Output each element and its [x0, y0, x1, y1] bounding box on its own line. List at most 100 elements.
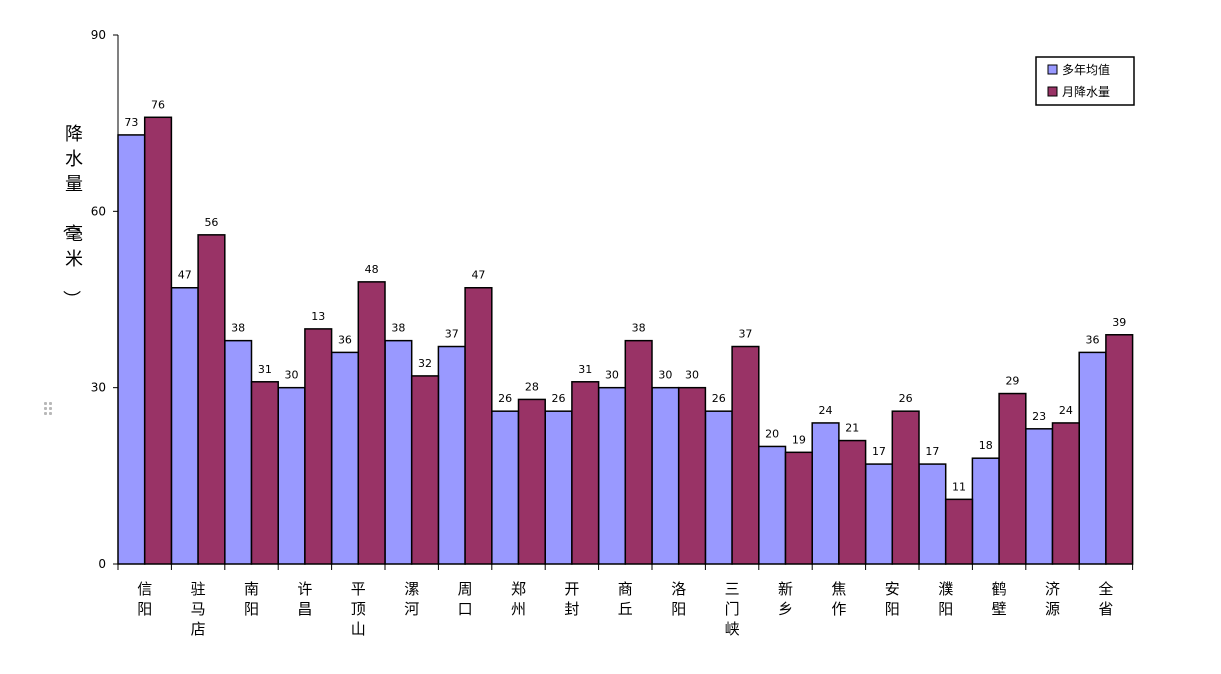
data-label: 31 — [578, 363, 592, 376]
bar-monthly — [998, 392, 1027, 565]
bar-average — [277, 386, 306, 565]
y-axis-title: 降水量（毫米） — [60, 124, 83, 308]
bar-average — [704, 410, 733, 565]
data-label: 24 — [819, 404, 833, 417]
data-label: 76 — [151, 98, 165, 111]
bar-average — [758, 445, 787, 565]
data-label: 26 — [498, 392, 512, 405]
bar-monthly — [677, 386, 707, 565]
y-tick-label: 90 — [91, 28, 106, 42]
legend-entry: 多年均值 — [1062, 62, 1110, 77]
data-label: 23 — [1032, 410, 1046, 423]
data-label: 18 — [979, 439, 993, 452]
data-label: 48 — [365, 263, 379, 276]
data-label: 21 — [845, 422, 859, 435]
bar-average — [330, 351, 360, 565]
data-label: 17 — [925, 445, 939, 458]
y-tick-label: 60 — [91, 204, 106, 218]
category-label: 济源 — [1045, 580, 1060, 618]
bar-monthly — [838, 439, 867, 565]
data-label: 37 — [445, 328, 459, 341]
bars — [117, 116, 1134, 565]
data-label: 47 — [471, 269, 485, 282]
data-label: 26 — [712, 392, 726, 405]
y-axis-label: 降水量（毫米） — [60, 124, 83, 308]
data-label: 19 — [792, 433, 806, 446]
data-label: 17 — [872, 445, 886, 458]
y-tick-label: 30 — [91, 381, 106, 395]
data-label: 30 — [658, 369, 672, 382]
category-label: 郑州 — [511, 580, 526, 618]
bar-monthly — [624, 339, 653, 565]
category-label: 信阳 — [137, 580, 152, 618]
data-label: 30 — [685, 369, 699, 382]
bar-monthly — [784, 451, 813, 565]
data-label: 56 — [204, 216, 218, 229]
bar-monthly — [464, 286, 493, 565]
bar-average — [864, 463, 894, 565]
data-label: 30 — [605, 369, 619, 382]
bar-monthly — [731, 345, 760, 565]
data-label: 38 — [231, 322, 245, 335]
legend-swatch — [1047, 64, 1058, 75]
bar-average — [491, 410, 520, 565]
data-label: 73 — [124, 116, 138, 129]
bar-average — [971, 457, 1000, 565]
data-label: 32 — [418, 357, 432, 370]
bar-average — [544, 410, 573, 565]
y-tick-label: 0 — [98, 557, 106, 571]
category-label: 焦作 — [831, 580, 846, 618]
data-label: 38 — [632, 322, 646, 335]
bar-average — [597, 386, 627, 565]
legend-entry: 月降水量 — [1062, 85, 1110, 99]
data-label: 30 — [285, 369, 299, 382]
bar-average — [437, 345, 466, 565]
bar-monthly — [1105, 334, 1134, 565]
bar-average — [651, 386, 680, 565]
category-label: 濮阳 — [938, 580, 953, 618]
category-label: 鹤壁 — [992, 580, 1007, 618]
bar-average — [1025, 428, 1054, 565]
data-label: 26 — [899, 392, 913, 405]
category-label: 漯河 — [404, 580, 419, 618]
data-label: 24 — [1059, 404, 1073, 417]
category-label: 平顶山 — [351, 580, 366, 638]
bar-monthly — [944, 498, 974, 565]
data-label: 28 — [525, 380, 539, 393]
bar-monthly — [517, 398, 546, 565]
bar-monthly — [410, 375, 440, 565]
category-label: 周口 — [458, 580, 473, 618]
category-label: 安阳 — [885, 580, 900, 618]
data-label: 37 — [738, 328, 752, 341]
category-label: 新乡 — [778, 580, 793, 618]
data-label: 13 — [311, 310, 325, 323]
bar-average — [1078, 351, 1107, 565]
category-label: 南阳 — [244, 580, 259, 618]
data-label: 20 — [765, 427, 779, 440]
bar-average — [224, 339, 253, 565]
data-label: 11 — [952, 480, 966, 493]
legend-swatch — [1047, 86, 1058, 97]
data-labels: 73 47 38 30 36 38 37 26 26 30 30 26 20 24 17 17 18 23 36 76… — [124, 98, 1126, 493]
data-label: 39 — [1112, 316, 1126, 329]
category-label: 商丘 — [618, 580, 633, 618]
bar-monthly — [1051, 422, 1080, 565]
bar-monthly — [357, 281, 386, 565]
drag-handle-icon[interactable] — [44, 402, 54, 416]
bar-average — [170, 286, 199, 565]
data-label: 36 — [1086, 333, 1100, 346]
category-label: 三门峡 — [725, 580, 740, 638]
bar-monthly — [891, 410, 920, 565]
bar-average — [811, 422, 840, 565]
bar-monthly — [571, 381, 600, 565]
data-label: 29 — [1005, 375, 1019, 388]
category-label: 全省 — [1098, 580, 1113, 618]
bar-monthly — [143, 116, 173, 565]
bar-monthly — [304, 328, 333, 565]
category-label: 洛阳 — [671, 580, 686, 618]
data-label: 36 — [338, 333, 352, 346]
bar-monthly — [250, 381, 279, 565]
